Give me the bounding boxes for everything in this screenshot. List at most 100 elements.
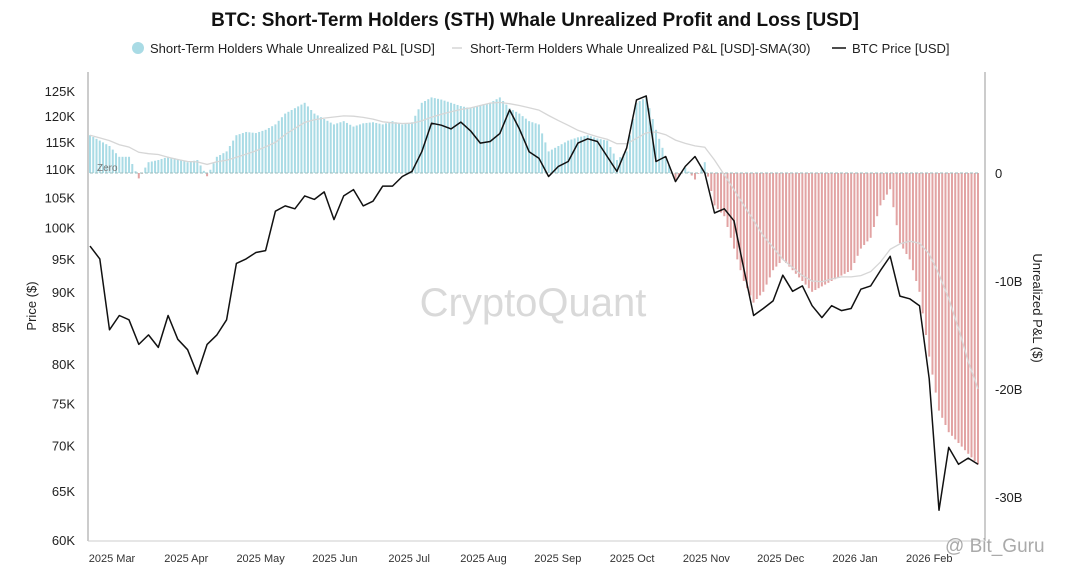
pnl-bar xyxy=(131,164,134,173)
pnl-bar xyxy=(599,139,602,173)
right-tick-label: 0 xyxy=(995,166,1002,181)
pnl-bar xyxy=(768,173,771,278)
pnl-bar xyxy=(807,173,810,289)
pnl-bar xyxy=(576,137,579,173)
pnl-bar xyxy=(840,173,843,276)
pnl-bar xyxy=(102,142,105,173)
legend-pnl-label: Short-Term Holders Whale Unrealized P&L … xyxy=(150,41,435,56)
pnl-bar xyxy=(892,173,895,208)
pnl-bar xyxy=(411,122,414,173)
pnl-bar xyxy=(134,171,137,173)
pnl-bar xyxy=(749,173,752,296)
pnl-bar xyxy=(137,173,140,179)
pnl-bar xyxy=(293,108,296,173)
pnl-bar xyxy=(528,121,531,173)
pnl-bar xyxy=(362,123,365,173)
pnl-bar xyxy=(941,173,944,418)
pnl-bar xyxy=(537,124,540,173)
pnl-bar xyxy=(95,138,98,173)
pnl-bar xyxy=(863,173,866,245)
pnl-bar xyxy=(345,122,348,173)
pnl-bar xyxy=(147,162,150,173)
pnl-bar xyxy=(885,173,888,195)
pnl-bar xyxy=(440,99,443,173)
pnl-bar xyxy=(199,165,202,173)
pnl-bar xyxy=(297,106,300,173)
pnl-bar xyxy=(947,173,950,433)
pnl-bar xyxy=(596,138,599,173)
pnl-bar xyxy=(752,173,755,303)
pnl-bar xyxy=(697,173,700,174)
left-tick-label: 115K xyxy=(46,135,76,150)
pnl-bar xyxy=(550,149,553,173)
pnl-bar xyxy=(521,116,524,173)
pnl-bar xyxy=(661,147,664,173)
pnl-bar xyxy=(736,173,739,260)
pnl-bar xyxy=(479,104,482,173)
x-tick-label: 2025 Apr xyxy=(164,553,208,565)
pnl-bar xyxy=(160,158,163,173)
pnl-bar xyxy=(254,133,257,173)
pnl-bar xyxy=(355,125,358,173)
x-tick-label: 2025 Jun xyxy=(312,553,357,565)
left-tick-label: 110K xyxy=(46,162,76,177)
pnl-bar xyxy=(193,160,196,173)
pnl-bar xyxy=(336,123,339,173)
pnl-bar xyxy=(398,123,401,173)
pnl-bar xyxy=(775,173,778,267)
pnl-bar xyxy=(511,110,514,173)
pnl-bar xyxy=(895,173,898,226)
pnl-bar xyxy=(170,157,173,173)
left-axis-title: Price ($) xyxy=(24,281,39,330)
pnl-bar xyxy=(567,140,570,173)
pnl-bar xyxy=(798,173,801,278)
pnl-bar xyxy=(814,173,817,290)
pnl-bar xyxy=(349,124,352,173)
pnl-bar xyxy=(632,119,635,173)
pnl-bar xyxy=(872,173,875,227)
pnl-bar xyxy=(482,104,485,173)
pnl-bar xyxy=(433,98,436,173)
pnl-bar xyxy=(687,171,690,173)
left-tick-label: 85K xyxy=(52,320,75,335)
pnl-bar xyxy=(167,156,170,173)
pnl-bar xyxy=(332,124,335,173)
left-tick-label: 90K xyxy=(52,285,75,300)
pnl-bar xyxy=(664,156,667,173)
pnl-bar xyxy=(453,103,456,173)
pnl-bar xyxy=(889,173,892,190)
pnl-bar xyxy=(804,173,807,285)
pnl-bar xyxy=(326,120,329,173)
pnl-bar xyxy=(957,173,960,443)
pnl-bar xyxy=(186,162,189,173)
pnl-bar xyxy=(713,173,716,206)
x-tick-label: 2025 Aug xyxy=(460,553,507,565)
pnl-bar xyxy=(287,111,290,173)
pnl-bar xyxy=(785,173,788,263)
pnl-bar xyxy=(824,173,827,285)
pnl-bar xyxy=(707,173,710,177)
pnl-bar xyxy=(573,138,576,173)
pnl-bar xyxy=(219,155,222,173)
legend-sma-label: Short-Term Holders Whale Unrealized P&L … xyxy=(470,41,811,56)
pnl-bar xyxy=(300,104,303,173)
pnl-bar xyxy=(651,119,654,173)
pnl-bar xyxy=(882,173,885,200)
pnl-bar xyxy=(560,144,563,173)
pnl-bar xyxy=(911,173,914,271)
x-tick-label: 2026 Feb xyxy=(906,553,952,565)
x-tick-label: 2025 Dec xyxy=(757,553,805,565)
pnl-bar xyxy=(960,173,963,447)
pnl-bar xyxy=(241,133,244,173)
pnl-bar xyxy=(801,173,804,281)
pnl-bar xyxy=(778,173,781,263)
pnl-bar xyxy=(472,107,475,173)
pnl-bar xyxy=(271,126,274,173)
right-axis-ticks: 0 -10B -20B -30B xyxy=(995,166,1022,505)
pnl-bar xyxy=(401,124,404,173)
pnl-bar xyxy=(196,160,199,173)
pnl-bar xyxy=(235,135,238,173)
pnl-bar xyxy=(92,137,95,173)
pnl-bar xyxy=(485,103,488,173)
pnl-bar xyxy=(173,158,176,173)
